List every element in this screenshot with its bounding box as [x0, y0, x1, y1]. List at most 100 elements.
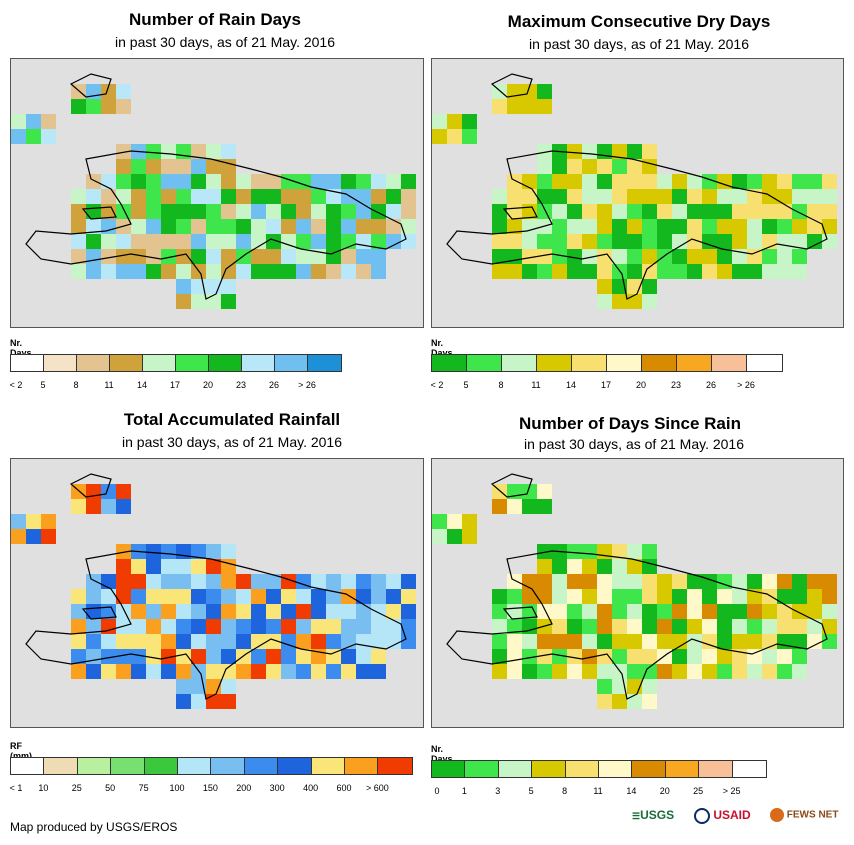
map-grid-cell: [101, 649, 116, 664]
map-grid-cell: [672, 249, 687, 264]
map-grid-cell: [356, 574, 371, 589]
map-grid-cell: [176, 649, 191, 664]
map-grid-cell: [567, 144, 582, 159]
map-grid-cell: [236, 204, 251, 219]
map-grid-cell: [161, 189, 176, 204]
map-grid-cell: [116, 99, 131, 114]
map-grid-cell: [642, 249, 657, 264]
map-grid-cell: [71, 649, 86, 664]
map-grid-cell: [537, 204, 552, 219]
map-grid-cell: [116, 264, 131, 279]
map-grid-cell: [116, 634, 131, 649]
legend-swatch: [537, 355, 572, 371]
map-grid-cell: [356, 249, 371, 264]
map-grid-cell: [326, 204, 341, 219]
map-grid-cell: [86, 264, 101, 279]
map-raster: [11, 473, 416, 709]
map-grid-cell: [191, 619, 206, 634]
map-grid-cell: [672, 574, 687, 589]
map-grid-cell: [822, 189, 837, 204]
map-grid-cell: [191, 589, 206, 604]
legend-tick-label: < 2: [9, 380, 23, 390]
map-grid-cell: [146, 144, 161, 159]
map-grid-cell: [702, 204, 717, 219]
map-grid-cell: [567, 234, 582, 249]
map-grid-cell: [266, 664, 281, 679]
map-grid-cell: [627, 634, 642, 649]
map-grid-cell: [341, 604, 356, 619]
map-grid-cell: [717, 649, 732, 664]
panel-subtitle: in past 30 days, as of 21 May. 2016: [115, 34, 335, 50]
map-grid-cell: [296, 619, 311, 634]
map-grid-cell: [777, 649, 792, 664]
map-grid-cell: [281, 604, 296, 619]
map-raster: [11, 73, 416, 309]
map-grid-cell: [702, 234, 717, 249]
map-grid-cell: [326, 664, 341, 679]
map-grid-cell: [266, 249, 281, 264]
legend-tick-label: 100: [169, 783, 185, 793]
map-grid-cell: [657, 574, 672, 589]
legend-color-bar: [10, 757, 413, 775]
map-grid-cell: [642, 189, 657, 204]
map-grid-cell: [537, 574, 552, 589]
legend-swatch: [532, 761, 566, 777]
map-grid-cell: [507, 99, 522, 114]
map-grid-cell: [176, 589, 191, 604]
usaid-logo: USAID: [694, 808, 751, 824]
map-grid-cell: [552, 159, 567, 174]
map-grid-cell: [341, 189, 356, 204]
legend-swatch: [77, 758, 112, 774]
map-grid-cell: [341, 589, 356, 604]
map-grid-cell: [326, 174, 341, 189]
map-grid-cell: [131, 664, 146, 679]
map-grid-cell: [597, 249, 612, 264]
map-grid-cell: [582, 574, 597, 589]
map-grid-cell: [597, 604, 612, 619]
legend-tick-label: 0: [434, 786, 440, 796]
map-grid-cell: [702, 664, 717, 679]
map-grid-cell: [131, 559, 146, 574]
map-grid-cell: [492, 604, 507, 619]
map-grid-cell: [732, 589, 747, 604]
map-grid-cell: [582, 144, 597, 159]
legend-tick-label: 8: [498, 380, 504, 390]
map-grid-cell: [11, 529, 26, 544]
map-grid-cell: [522, 249, 537, 264]
map-grid-cell: [627, 144, 642, 159]
map-grid-cell: [642, 634, 657, 649]
legend-swatch: [77, 355, 110, 371]
map-grid-cell: [71, 664, 86, 679]
map-grid-cell: [356, 204, 371, 219]
map-grid-cell: [657, 189, 672, 204]
map-grid-cell: [221, 619, 236, 634]
map-grid-cell: [311, 219, 326, 234]
map-grid-cell: [341, 174, 356, 189]
map-grid-cell: [552, 634, 567, 649]
legend-tick-label: 400: [303, 783, 319, 793]
map-grid-cell: [191, 604, 206, 619]
map-grid-cell: [807, 604, 822, 619]
map-grid-cell: [747, 174, 762, 189]
map-grid-cell: [762, 589, 777, 604]
map-grid-cell: [86, 174, 101, 189]
map-grid-cell: [251, 264, 266, 279]
map-grid-cell: [206, 589, 221, 604]
map-grid-cell: [672, 264, 687, 279]
map-grid-cell: [221, 544, 236, 559]
map-grid-cell: [582, 604, 597, 619]
map-grid-cell: [762, 664, 777, 679]
map-grid-cell: [747, 219, 762, 234]
map-grid-cell: [627, 264, 642, 279]
map-grid-cell: [71, 589, 86, 604]
map-accum-rainfall: [10, 458, 424, 728]
map-grid-cell: [176, 604, 191, 619]
coastline-outline: [25, 73, 407, 300]
map-grid-cell: [131, 604, 146, 619]
map-grid-cell: [236, 174, 251, 189]
map-grid-cell: [732, 189, 747, 204]
map-grid-cell: [657, 234, 672, 249]
map-grid-cell: [777, 219, 792, 234]
map-grid-cell: [732, 264, 747, 279]
map-grid-cell: [537, 664, 552, 679]
